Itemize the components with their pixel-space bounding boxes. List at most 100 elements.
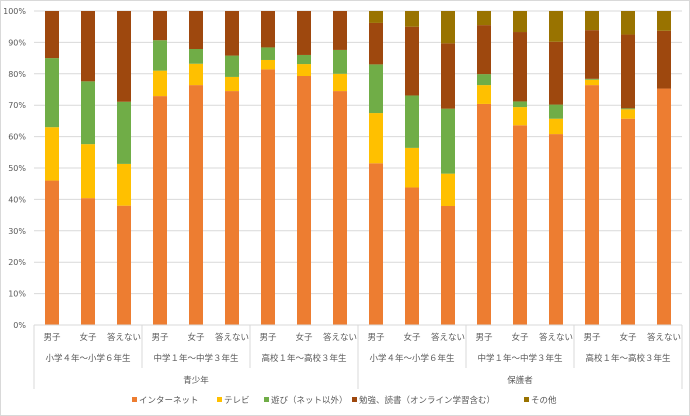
group-label: 高校１年～高校３年生 bbox=[261, 353, 347, 364]
bar-segment-4 bbox=[297, 11, 311, 55]
bar-segment-4 bbox=[657, 30, 671, 89]
bar-segment-4 bbox=[621, 34, 635, 109]
bar-segment-4 bbox=[261, 11, 275, 48]
bar-segment-2 bbox=[549, 118, 563, 135]
bar-segment-1 bbox=[153, 96, 167, 326]
category-label: 男子 bbox=[367, 333, 385, 343]
bar-segment-3 bbox=[45, 58, 59, 128]
bar-segment-1 bbox=[297, 75, 311, 325]
bar-segment-1 bbox=[45, 180, 59, 325]
bar-segment-1 bbox=[585, 85, 599, 325]
group-label: 小学４年～小学６年生 bbox=[45, 353, 131, 364]
y-tick-label: 60% bbox=[8, 133, 26, 142]
bar-segment-1 bbox=[189, 85, 203, 325]
category-label: 答えない bbox=[215, 332, 249, 343]
group-label: 中学１年～中学３年生 bbox=[153, 353, 239, 364]
bar-segment-5 bbox=[657, 11, 671, 31]
category-label: 女子 bbox=[619, 332, 637, 343]
legend-swatch bbox=[132, 397, 137, 402]
category-label: 答えない bbox=[107, 332, 141, 343]
bar-segment-3 bbox=[333, 49, 347, 74]
bar-segment-4 bbox=[585, 30, 599, 79]
bar-segment-4 bbox=[333, 11, 347, 50]
bar-segment-1 bbox=[549, 134, 563, 325]
category-label: 男子 bbox=[475, 333, 493, 343]
bar-segment-5 bbox=[477, 11, 491, 26]
bar-segment-3 bbox=[81, 81, 95, 145]
y-tick-label: 10% bbox=[8, 290, 26, 299]
bar-segment-1 bbox=[117, 205, 131, 325]
category-label: 男子 bbox=[259, 333, 277, 343]
y-tick-label: 90% bbox=[8, 38, 26, 47]
bar-segment-2 bbox=[369, 113, 383, 164]
bar-segment-2 bbox=[153, 70, 167, 97]
bar-segment-2 bbox=[189, 63, 203, 86]
bar-segment-5 bbox=[513, 11, 527, 33]
bar-segment-1 bbox=[333, 91, 347, 325]
bar-segment-3 bbox=[369, 64, 383, 114]
bar-segment-4 bbox=[225, 11, 239, 56]
bar-segment-3 bbox=[441, 108, 455, 174]
bar-segment-3 bbox=[261, 47, 275, 60]
bar-segment-4 bbox=[189, 11, 203, 49]
bar-segment-2 bbox=[117, 163, 131, 206]
y-tick-label: 20% bbox=[8, 258, 26, 267]
bar-segment-5 bbox=[549, 11, 563, 42]
category-label: 男子 bbox=[583, 333, 601, 343]
group-label: 小学４年～小学６年生 bbox=[369, 353, 455, 364]
bar-segment-4 bbox=[477, 25, 491, 75]
bar-segment-3 bbox=[153, 40, 167, 71]
y-tick-label: 0% bbox=[13, 321, 26, 330]
category-label: 女子 bbox=[295, 332, 313, 343]
bar-segment-5 bbox=[405, 11, 419, 27]
category-label: 答えない bbox=[539, 332, 573, 343]
y-tick-label: 50% bbox=[8, 164, 26, 173]
bar-segment-4 bbox=[405, 26, 419, 96]
bar-segment-4 bbox=[369, 22, 383, 65]
bar-segment-2 bbox=[513, 107, 527, 126]
bar-segment-1 bbox=[261, 69, 275, 326]
bar-segment-1 bbox=[81, 198, 95, 325]
bar-segment-2 bbox=[81, 144, 95, 199]
legend-label: テレビ bbox=[224, 396, 250, 406]
category-label: 答えない bbox=[323, 332, 357, 343]
bar-segment-3 bbox=[513, 101, 527, 108]
y-tick-label: 70% bbox=[8, 101, 26, 110]
bar-segment-1 bbox=[657, 88, 671, 325]
y-tick-label: 30% bbox=[8, 227, 26, 236]
category-label: 女子 bbox=[187, 332, 205, 343]
bar-segment-2 bbox=[261, 59, 275, 70]
bar-segment-5 bbox=[369, 11, 383, 23]
category-label: 男子 bbox=[43, 333, 61, 343]
bar-segment-5 bbox=[585, 11, 599, 31]
bar-segment-4 bbox=[81, 11, 95, 82]
bar-segment-2 bbox=[477, 85, 491, 104]
y-tick-label: 100% bbox=[3, 7, 26, 16]
legend-swatch bbox=[524, 397, 529, 402]
bar-segment-3 bbox=[549, 104, 563, 119]
y-tick-label: 40% bbox=[8, 195, 26, 204]
bar-segment-3 bbox=[621, 108, 635, 110]
category-label: 男子 bbox=[151, 333, 169, 343]
bar-segment-3 bbox=[405, 95, 419, 148]
bar-segment-4 bbox=[45, 11, 59, 59]
category-label: 女子 bbox=[511, 332, 529, 343]
legend-swatch bbox=[264, 397, 269, 402]
bar-segment-3 bbox=[225, 55, 239, 77]
bar-segment-3 bbox=[585, 78, 599, 80]
bar-segment-1 bbox=[513, 125, 527, 326]
bar-segment-1 bbox=[621, 118, 635, 326]
legend-swatch bbox=[352, 397, 357, 402]
bar-segment-3 bbox=[117, 101, 131, 164]
bar-segment-2 bbox=[441, 173, 455, 206]
bar-segment-1 bbox=[477, 103, 491, 325]
category-label: 女子 bbox=[403, 332, 421, 343]
legend-swatch bbox=[217, 397, 222, 402]
bar-segment-2 bbox=[225, 76, 239, 92]
group-label: 高校１年～高校３年生 bbox=[585, 353, 671, 364]
bar-segment-5 bbox=[621, 11, 635, 35]
legend-label: その他 bbox=[531, 395, 557, 406]
bar-segment-3 bbox=[297, 54, 311, 65]
category-label: 答えない bbox=[431, 332, 465, 343]
